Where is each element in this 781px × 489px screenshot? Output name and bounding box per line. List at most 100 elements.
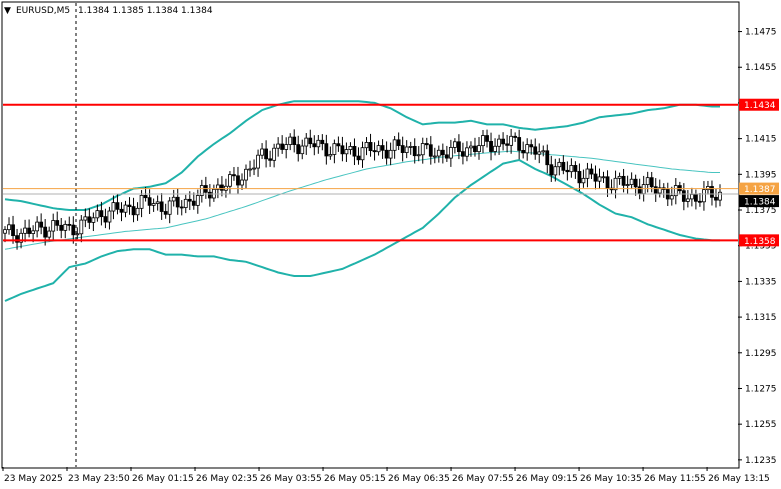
- y-tick-label: 1.1315: [745, 313, 777, 323]
- candle: [87, 208, 92, 229]
- y-tick-label: 1.1415: [745, 135, 777, 145]
- candle-body: [404, 146, 409, 153]
- candle: [702, 181, 706, 211]
- current-price-label-text: 1.1384: [744, 198, 776, 208]
- candle-body: [685, 198, 690, 202]
- candle: [376, 140, 381, 156]
- candle-body: [581, 177, 586, 184]
- plot-area[interactable]: [3, 3, 738, 467]
- candle-body: [565, 169, 570, 173]
- candle-body: [127, 204, 132, 208]
- level-label-box: [739, 234, 779, 247]
- candle: [252, 159, 256, 176]
- candle: [51, 213, 56, 240]
- x-tick-label: 26 May 06:35: [388, 474, 450, 484]
- candle-body: [252, 167, 256, 170]
- candle-body: [477, 145, 481, 153]
- candle-body: [163, 211, 168, 215]
- candle-body: [288, 136, 293, 145]
- candle: [288, 133, 293, 151]
- candle-body: [324, 143, 329, 157]
- candle-body: [525, 144, 530, 154]
- candle-body: [517, 137, 522, 151]
- candle-body: [87, 216, 92, 223]
- candle-body: [706, 186, 710, 191]
- candle-body: [601, 176, 606, 179]
- candle: [356, 147, 361, 165]
- candle-body: [493, 145, 497, 152]
- x-tick-label: 23 May 2025: [4, 474, 63, 484]
- candle: [163, 203, 168, 219]
- candle: [549, 155, 554, 182]
- candle-body: [272, 147, 277, 161]
- candle-body: [328, 154, 333, 157]
- candle-body: [400, 145, 405, 153]
- candle: [175, 188, 180, 215]
- candle: [360, 141, 365, 168]
- x-tick-label: 26 May 02:35: [196, 474, 258, 484]
- candle: [408, 141, 413, 155]
- candle: [236, 166, 240, 194]
- candle-body: [569, 165, 574, 173]
- candle: [561, 155, 566, 175]
- candle: [127, 197, 132, 215]
- y-tick-label: 1.1475: [745, 28, 777, 38]
- candle-body: [698, 200, 702, 203]
- candle-body: [364, 142, 369, 149]
- candle-body: [284, 144, 289, 150]
- candle-body: [509, 135, 514, 146]
- candle: [91, 212, 96, 232]
- candle-body: [344, 149, 349, 155]
- candle-body: [296, 144, 301, 155]
- y-tick-label: 1.1455: [745, 63, 777, 73]
- price-labels: 1.1434 1.1358 1.1387 1.1384: [739, 98, 779, 247]
- candle-body: [103, 216, 108, 223]
- candle-body: [617, 175, 622, 179]
- candle: [220, 176, 224, 197]
- candle: [473, 137, 477, 157]
- candle-body: [175, 196, 180, 208]
- candle: [324, 134, 329, 165]
- candle: [533, 138, 538, 160]
- candle-body: [589, 168, 594, 175]
- candle: [597, 168, 602, 189]
- candle: [412, 138, 417, 164]
- y-tick-label: 1.1335: [745, 277, 777, 287]
- candle-body: [553, 166, 558, 176]
- candle: [448, 139, 453, 167]
- candle: [352, 138, 357, 166]
- candle-body: [605, 176, 610, 189]
- candle: [308, 129, 313, 149]
- candle-body: [292, 136, 297, 146]
- x-tick-label: 26 May 05:15: [324, 474, 386, 484]
- candle-body: [613, 177, 618, 191]
- candle-body: [316, 139, 321, 148]
- candle-body: [240, 179, 244, 186]
- candle: [710, 180, 714, 206]
- candle: [581, 169, 586, 188]
- candle-body: [513, 135, 518, 138]
- candle: [328, 146, 333, 160]
- candle-body: [256, 154, 260, 169]
- candle-body: [147, 197, 152, 206]
- candle: [15, 228, 19, 250]
- candle: [55, 211, 60, 231]
- candle-body: [244, 168, 248, 181]
- y-tick-label: 1.1395: [745, 170, 777, 180]
- candle-body: [95, 210, 100, 219]
- candle-body: [3, 229, 7, 234]
- candle: [497, 134, 501, 155]
- candle: [268, 150, 273, 167]
- candle: [115, 193, 120, 215]
- candle-body: [260, 148, 264, 156]
- candle-body: [440, 149, 445, 156]
- candle: [541, 145, 546, 157]
- candle-body: [119, 208, 124, 213]
- candle: [718, 184, 722, 207]
- candle-body: [123, 204, 128, 213]
- candle: [436, 145, 441, 163]
- x-tick-label: 26 May 09:15: [516, 474, 578, 484]
- candle: [139, 190, 144, 218]
- candle: [521, 141, 526, 159]
